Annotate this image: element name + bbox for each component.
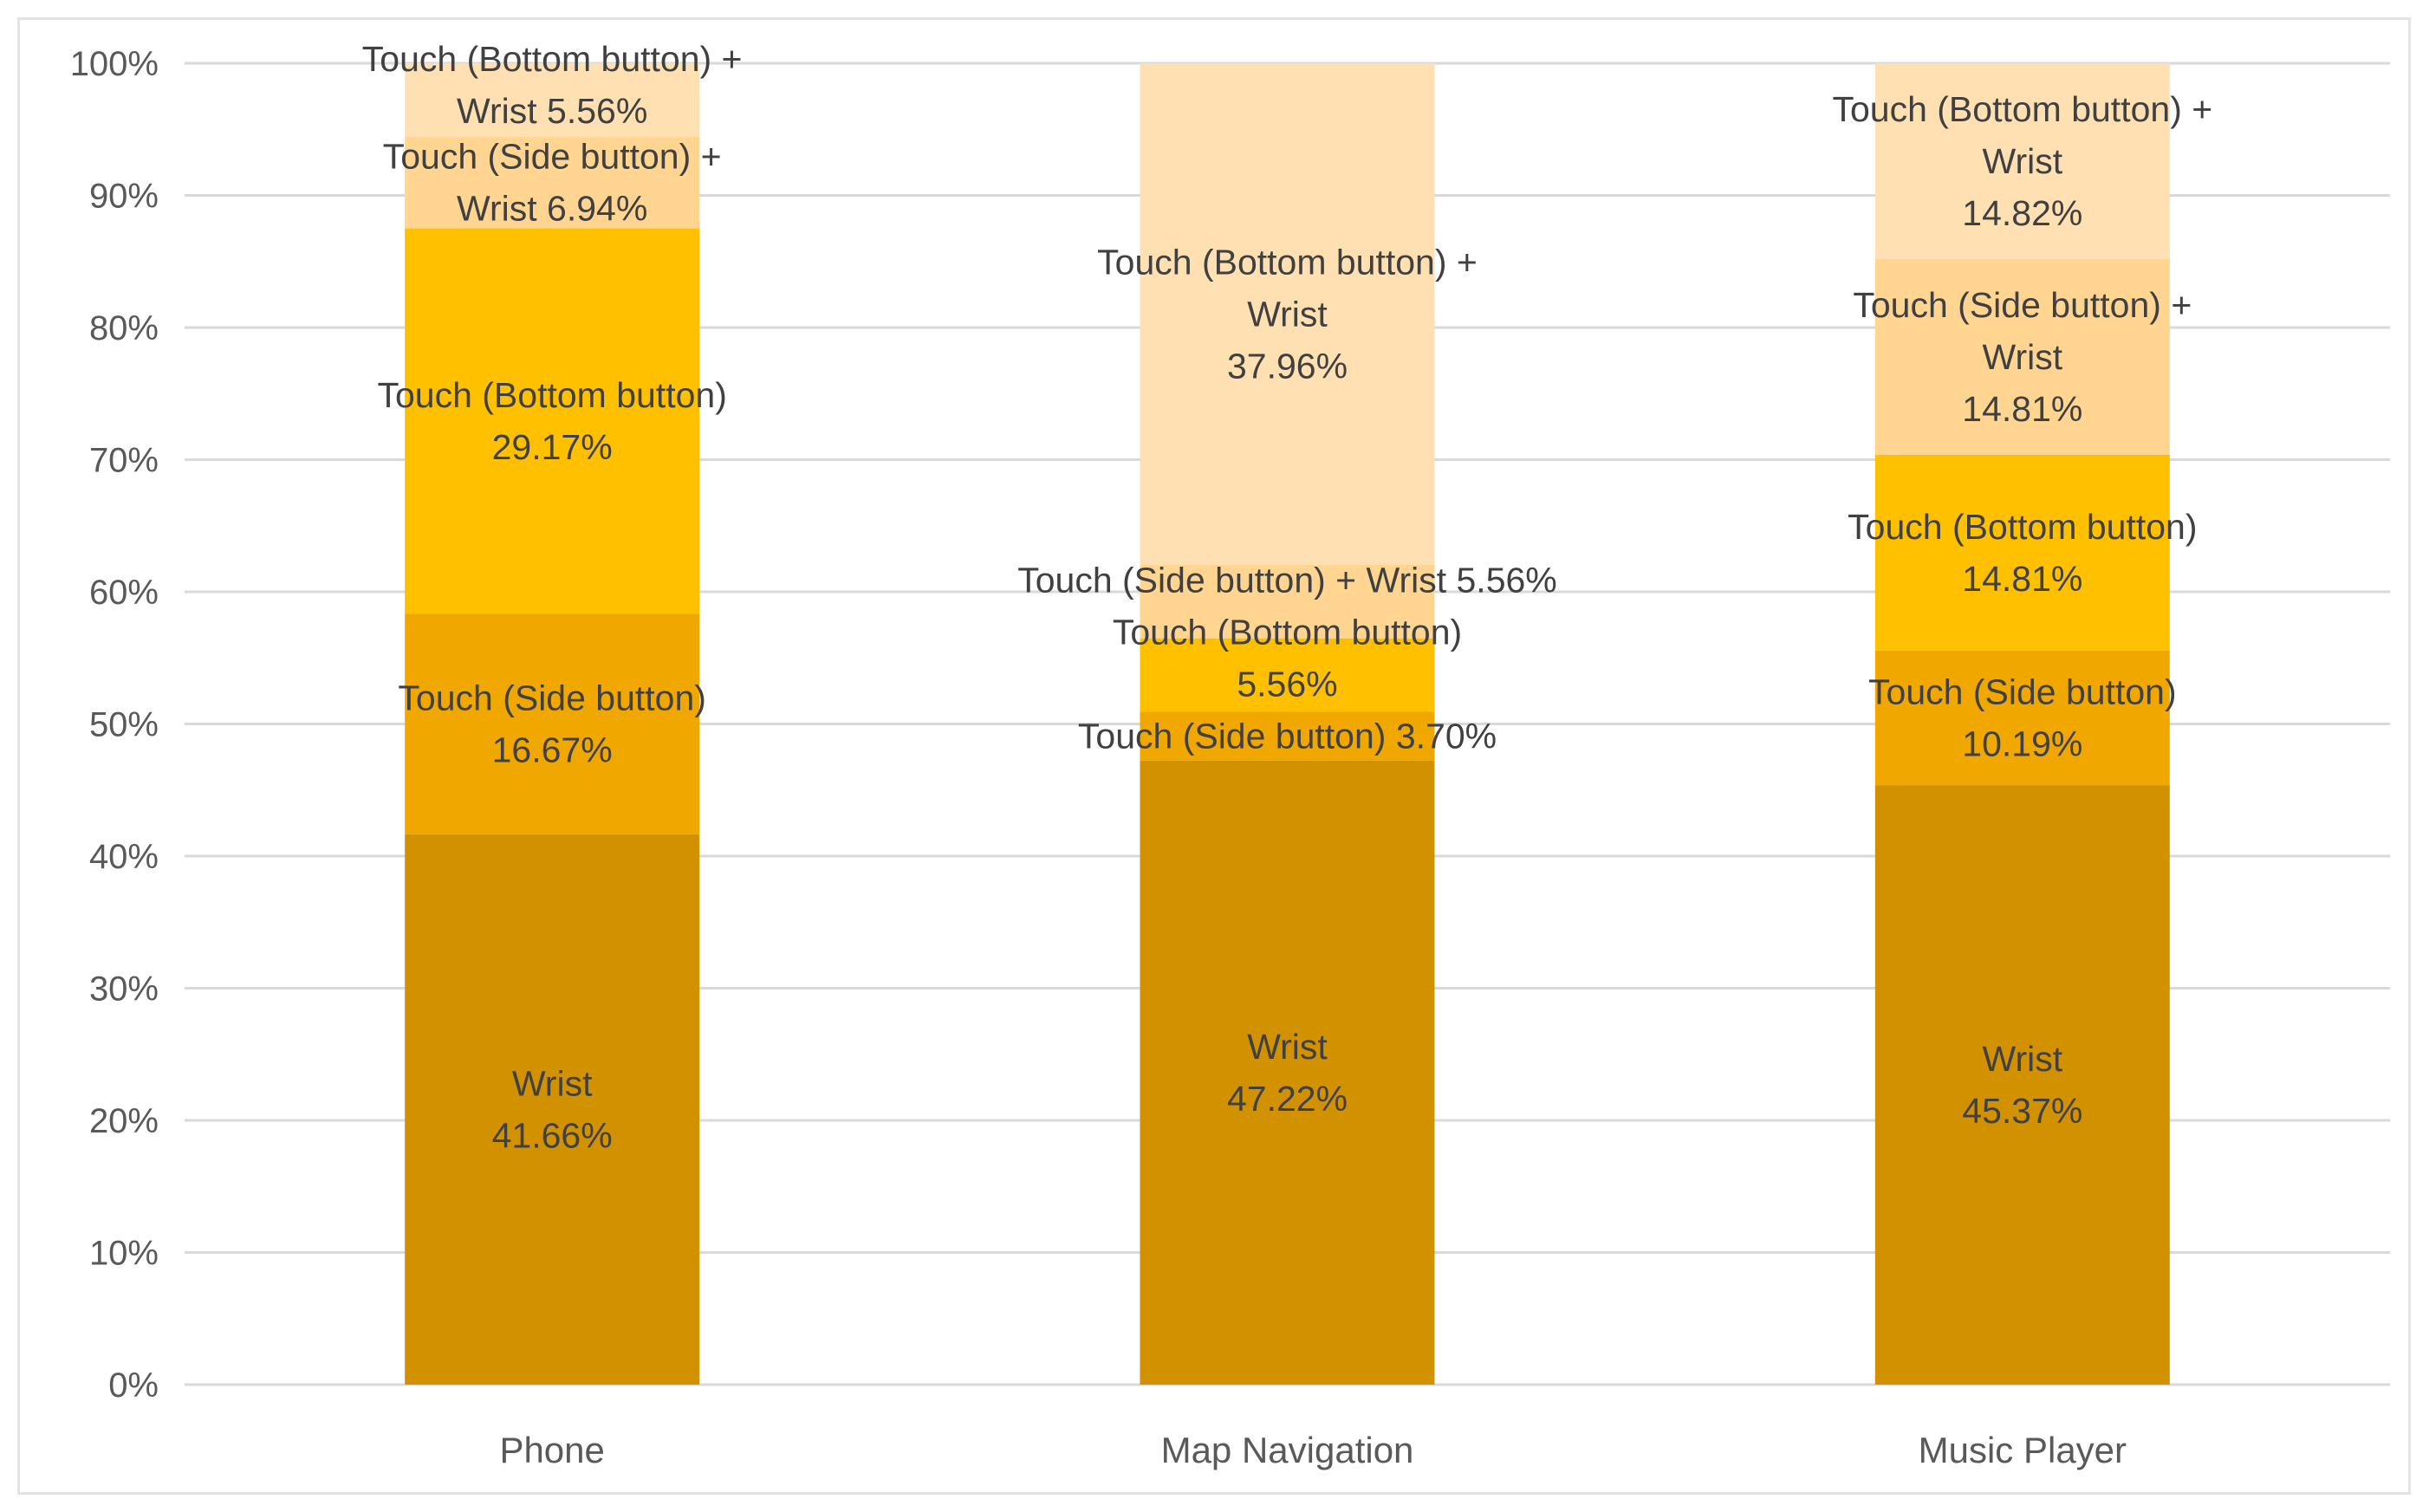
x-axis: Phone Map Navigation Music Player xyxy=(499,1430,2127,1470)
y-axis: 0% 10% 20% 30% 40% 50% 60% 70% 80% 90% 100% xyxy=(70,45,159,1405)
bar-map-navigation-touch-side-button-wrist xyxy=(1140,564,1435,639)
y-tick-label-40: 40% xyxy=(89,838,159,876)
bar-map-navigation-touch-bottom-button-wrist xyxy=(1140,63,1435,565)
data-label-phone-touch-bottom-button-wrist: Touch (Bottom button) + Wrist 5.56% xyxy=(362,39,743,131)
data-label-music-player-touch-bottom-button-wrist: Touch (Bottom button) + Wrist 14.82% xyxy=(1832,89,2212,233)
bar-music-player-touch-bottom-button xyxy=(1874,454,2170,651)
bar-phone-touch-side-button xyxy=(405,613,700,834)
bar-music-player-touch-side-button xyxy=(1874,650,2170,786)
bar-phone-touch-bottom-button xyxy=(405,228,700,614)
y-tick-label-70: 70% xyxy=(89,442,159,480)
bar-phone-touch-bottom-button-wrist xyxy=(405,63,700,137)
y-tick-label-0: 0% xyxy=(108,1366,159,1405)
data-label-phone-touch-bottom-button: Touch (Bottom button) 29.17% xyxy=(377,375,726,467)
x-category-label-map-navigation: Map Navigation xyxy=(1161,1430,1414,1470)
y-tick-label-90: 90% xyxy=(89,178,159,216)
bar-music-player-touch-bottom-button-wrist xyxy=(1874,63,2170,260)
y-tick-label-100: 100% xyxy=(70,45,159,83)
y-tick-label-60: 60% xyxy=(89,574,159,612)
bar-music-player-touch-side-button-wrist xyxy=(1874,259,2170,455)
data-label-music-player-touch-side-button-wrist: Touch (Side button) + Wrist 14.81% xyxy=(1853,285,2192,429)
data-label-phone-wrist: Wrist 41.66% xyxy=(492,1063,613,1155)
data-label-map-navigation-touch-side-button-wrist: Touch (Side button) + Wrist 5.56% xyxy=(1017,561,1557,600)
stacked-bar-chart: 0% 10% 20% 30% 40% 50% 60% 70% 80% 90% 100% Wrist 4… xyxy=(70,39,2390,1470)
bar-music-player-wrist xyxy=(1874,785,2170,1385)
bar-phone-touch-side-button-wrist xyxy=(405,136,700,229)
x-category-label-phone: Phone xyxy=(499,1430,604,1470)
data-label-music-player-touch-bottom-button: Touch (Bottom button) 14.81% xyxy=(1848,507,2197,599)
chart-frame: 0% 10% 20% 30% 40% 50% 60% 70% 80% 90% 100% Wrist 4… xyxy=(17,17,2411,1495)
data-label-map-navigation-touch-side-button: Touch (Side button) 3.70% xyxy=(1078,717,1497,756)
bar-map-navigation-touch-bottom-button xyxy=(1140,638,1435,712)
data-label-map-navigation-touch-bottom-button-wrist: Touch (Bottom button) + Wrist 37.96% xyxy=(1097,242,1478,386)
bar-phone-wrist xyxy=(405,834,700,1385)
bars xyxy=(405,63,2170,1385)
y-tick-label-10: 10% xyxy=(89,1235,159,1273)
y-tick-label-20: 20% xyxy=(89,1102,159,1140)
bar-map-navigation-touch-side-button xyxy=(1140,711,1435,761)
x-category-label-music-player: Music Player xyxy=(1919,1430,2127,1470)
data-labels: Wrist 41.66% Touch (Side button) 16.67% Touc… xyxy=(362,39,2212,1155)
data-label-map-navigation-touch-bottom-button: Touch (Bottom button) 5.56% xyxy=(1113,613,1462,704)
y-tick-label-80: 80% xyxy=(89,309,159,347)
bar-map-navigation-wrist xyxy=(1140,760,1435,1385)
data-label-map-navigation-wrist: Wrist 47.22% xyxy=(1227,1027,1348,1119)
data-label-music-player-wrist: Wrist 45.37% xyxy=(1962,1039,2082,1131)
data-label-phone-touch-side-button-wrist: Touch (Side button) + Wrist 6.94% xyxy=(383,137,722,229)
data-label-phone-touch-side-button: Touch (Side button) 16.67% xyxy=(398,678,706,770)
y-tick-label-30: 30% xyxy=(89,970,159,1009)
y-tick-label-50: 50% xyxy=(89,706,159,744)
data-label-music-player-touch-side-button: Touch (Side button) 10.19% xyxy=(1868,672,2177,763)
